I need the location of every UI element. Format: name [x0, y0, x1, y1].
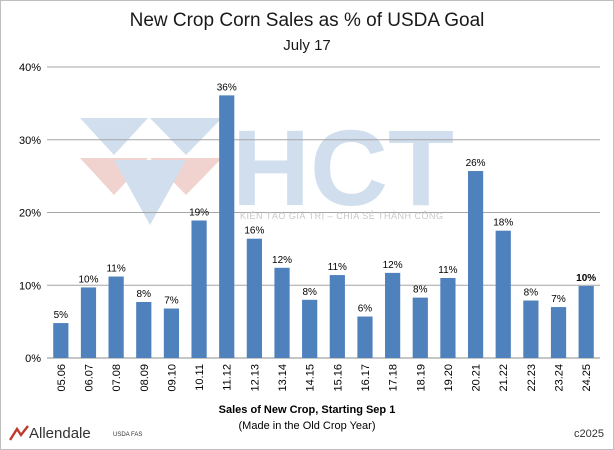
x-tick-label: 12.13: [249, 364, 261, 392]
data-label: 6%: [358, 304, 373, 315]
bar-21.22: [495, 230, 511, 358]
bar-16.17: [357, 316, 373, 358]
data-label: 11%: [106, 264, 125, 275]
y-tick-label: 30%: [19, 135, 41, 147]
x-tick-label: 06.07: [83, 364, 95, 392]
y-tick-label: 20%: [19, 208, 41, 220]
y-tick-label: 0%: [25, 353, 41, 365]
bar-24.25: [578, 285, 594, 358]
data-label: 5%: [54, 310, 69, 321]
bar-05.06: [53, 323, 69, 358]
chart-subtitle: July 17: [283, 37, 331, 54]
data-label: 10%: [576, 273, 596, 284]
bar-09.10: [163, 308, 180, 358]
x-tick-label: 19.20: [443, 364, 455, 392]
x-tick-label: 18.19: [415, 364, 427, 392]
bar-15.16: [329, 275, 345, 358]
data-label: 8%: [524, 288, 539, 299]
x-tick-label: 16.17: [360, 364, 372, 392]
y-tick-label: 40%: [19, 62, 41, 74]
x-tick-label: 23.24: [554, 364, 566, 392]
x-tick-label: 08.09: [139, 364, 151, 392]
data-label: 7%: [164, 296, 179, 307]
source-label: USDA FAS: [113, 432, 143, 438]
data-label: 7%: [551, 294, 566, 305]
x-axis: 05.06 06.07 07.08 08.09 09.10 10.11 11.12 12.13…: [56, 364, 593, 392]
bar-10.11: [191, 220, 207, 358]
x-tick-label: 24.25: [581, 364, 593, 392]
y-tick-label: 10%: [19, 280, 41, 292]
x-tick-label: 11.12: [222, 364, 234, 391]
watermark-brand: HCT: [232, 107, 454, 228]
bar-13.14: [274, 267, 290, 358]
bar-22.23: [523, 300, 539, 358]
x-tick-label: 14.15: [305, 364, 317, 392]
data-label: 8%: [302, 287, 317, 298]
x-tick-label: 21.22: [498, 364, 510, 392]
data-label: 8%: [137, 289, 152, 300]
x-axis-label: Sales of New Crop, Starting Sep 1: [218, 404, 396, 416]
bar-23.24: [550, 307, 567, 358]
data-label: 12%: [272, 255, 292, 266]
y-axis: 0% 10% 20% 30% 40%: [19, 62, 41, 365]
chart-title: New Crop Corn Sales as % of USDA Goal: [129, 10, 485, 31]
watermark-logo: HCT: [80, 107, 454, 228]
x-tick-label: 13.14: [277, 364, 289, 392]
allendale-logo: Allendale: [9, 424, 91, 442]
bar-08.09: [136, 301, 152, 358]
data-label: 11%: [328, 262, 347, 273]
data-label: 12%: [383, 260, 403, 271]
bar-17.18: [385, 272, 401, 358]
x-axis-note: (Made in the Old Crop Year): [238, 420, 376, 432]
logo-text: Allendale: [29, 424, 91, 442]
bar-18.19: [412, 297, 428, 358]
bar-20.21: [467, 171, 484, 358]
data-label: 26%: [466, 158, 486, 169]
x-tick-label: 05.06: [56, 364, 68, 392]
bar-11.12: [219, 95, 235, 358]
x-tick-label: 07.08: [111, 364, 123, 392]
data-labels: 5% 10% 11% 8% 7% 19% 36% 16% 12% 8% 11% 6% 12% 8% 11% 2…: [54, 82, 597, 321]
bar-06.07: [80, 287, 97, 358]
x-tick-label: 15.16: [332, 364, 344, 392]
bar-07.08: [108, 276, 124, 358]
x-tick-label: 10.11: [194, 364, 206, 391]
data-label: 16%: [244, 226, 264, 237]
copyright-label: c2025: [574, 428, 604, 440]
x-tick-label: 22.23: [526, 364, 538, 392]
data-label: 10%: [78, 274, 98, 285]
data-label: 19%: [189, 208, 209, 219]
x-tick-label: 20.21: [471, 364, 483, 392]
x-tick-label: 09.10: [166, 364, 178, 392]
bar-14.15: [302, 299, 318, 358]
data-label: 36%: [217, 82, 237, 93]
watermark-tagline: KIẾN TẠO GIÁ TRỊ – CHIA SẺ THÀNH CÔNG: [240, 211, 444, 221]
bars: [53, 95, 594, 358]
data-label: 8%: [413, 285, 428, 296]
bar-12.13: [246, 238, 262, 358]
x-tick-label: 17.18: [388, 364, 400, 392]
allendale-logo-icon: [9, 425, 29, 441]
bar-19.20: [440, 277, 456, 358]
data-label: 18%: [493, 218, 513, 229]
data-label: 11%: [438, 265, 457, 276]
